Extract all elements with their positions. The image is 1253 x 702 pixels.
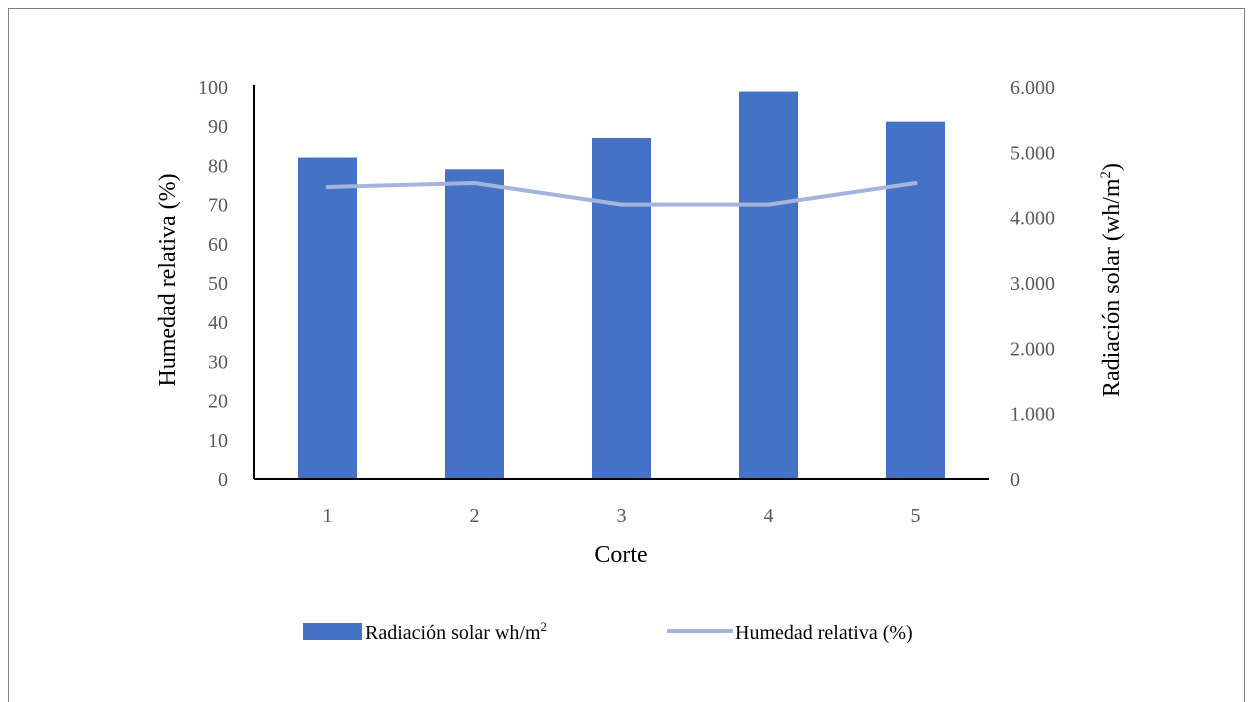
y-left-tick-label: 50 xyxy=(208,273,228,295)
y-axis-right-title-main: Radiación solar (wh/m xyxy=(1099,178,1125,397)
y-axis-left-title: Humedad relativa (%) xyxy=(155,173,181,386)
x-tick-label: 3 xyxy=(617,505,627,527)
y-right-tick-label: 4.000 xyxy=(1010,208,1055,230)
bar-2 xyxy=(445,169,504,479)
legend-swatch-bar xyxy=(303,623,362,640)
y-left-tick-label: 90 xyxy=(208,116,228,138)
y-axis-right-title-sup: 2 xyxy=(1098,171,1114,179)
x-axis-title: Corte xyxy=(594,542,647,568)
y-left-tick-label: 30 xyxy=(208,351,228,373)
x-tick-label: 4 xyxy=(764,505,774,527)
y-left-tick-label: 20 xyxy=(208,391,228,413)
legend: Radiación solar wh/m2 Humedad relativa (… xyxy=(303,619,913,644)
y-left-tick-label: 40 xyxy=(208,312,228,334)
legend-label-line: Humedad relativa (%) xyxy=(735,622,913,644)
y-left-tick-label: 80 xyxy=(208,155,228,177)
line-humedad-relativa xyxy=(325,181,918,207)
y-right-tick-label: 3.000 xyxy=(1010,273,1055,295)
ticks-layer: 0 10 20 30 40 50 60 70 80 90 100 0 1.000 2.000 3.000 4.… xyxy=(198,77,1055,527)
y-right-tick-label: 0 xyxy=(1010,469,1020,491)
axes-layer xyxy=(253,85,989,480)
y-axis-right-title: Radiación solar (wh/m2) xyxy=(1098,163,1125,397)
y-left-tick-label: 10 xyxy=(208,430,228,452)
y-left-tick-label: 60 xyxy=(208,234,228,256)
y-right-tick-label: 2.000 xyxy=(1010,338,1055,360)
bar-1 xyxy=(298,157,357,479)
y-left-tick-label: 100 xyxy=(198,77,228,99)
y-right-tick-label: 5.000 xyxy=(1010,142,1055,164)
legend-label-bar: Radiación solar wh/m2 xyxy=(365,619,547,644)
legend-label-bar-main: Radiación solar wh/m xyxy=(365,622,541,644)
bar-5 xyxy=(886,121,945,480)
y-axis-right-title-suffix: ) xyxy=(1099,163,1125,171)
y-right-tick-label: 6.000 xyxy=(1010,77,1055,99)
line-layer xyxy=(325,181,918,207)
legend-label-bar-sup: 2 xyxy=(541,619,548,634)
x-tick-label: 1 xyxy=(323,505,333,527)
bars-layer xyxy=(298,91,945,480)
y-left-tick-label: 0 xyxy=(218,469,228,491)
y-right-tick-label: 1.000 xyxy=(1010,404,1055,426)
bar-4 xyxy=(739,91,798,479)
x-tick-label: 2 xyxy=(470,505,480,527)
bar-3 xyxy=(592,137,651,479)
y-left-tick-label: 70 xyxy=(208,195,228,217)
x-tick-label: 5 xyxy=(911,505,921,527)
